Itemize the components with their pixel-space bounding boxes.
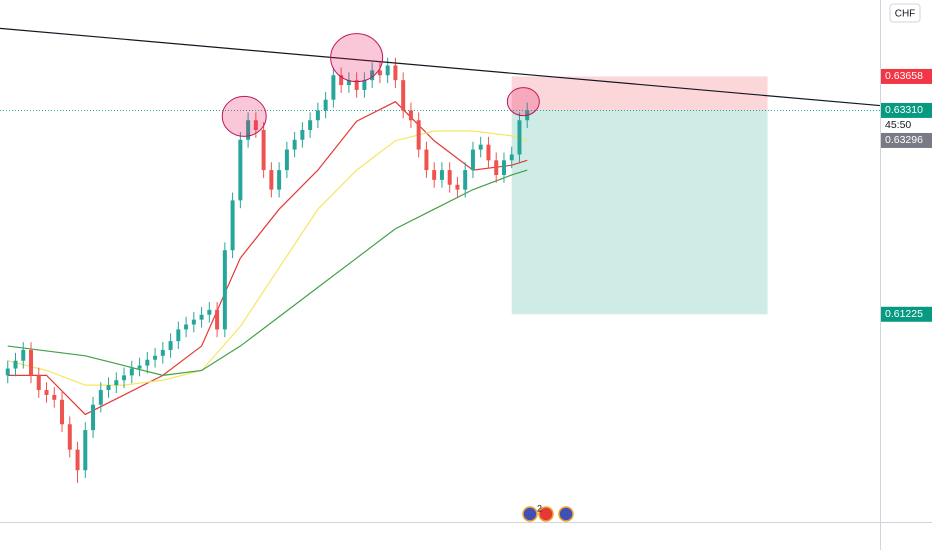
current-price-label-box xyxy=(881,132,932,148)
event-icon[interactable] xyxy=(522,506,538,522)
candle-body xyxy=(52,394,57,400)
candle-body xyxy=(447,170,452,185)
candle-body xyxy=(517,120,522,155)
candle-body xyxy=(67,424,72,450)
candle-body xyxy=(408,110,413,121)
candle-body xyxy=(416,120,421,150)
entry-price-label: 0.63310 xyxy=(885,104,923,116)
moving-average xyxy=(7,100,528,416)
candle-body xyxy=(75,449,80,471)
candle-body xyxy=(509,154,514,161)
event-icon[interactable] xyxy=(558,506,574,522)
candle-body xyxy=(83,430,88,471)
candle-body xyxy=(238,139,243,201)
candle-body xyxy=(494,160,499,175)
highlight-circle xyxy=(221,95,267,137)
candle-body xyxy=(5,368,10,376)
candle-body xyxy=(362,80,367,90)
candle-body xyxy=(29,349,34,376)
candle-body xyxy=(98,390,103,405)
candle-body xyxy=(246,120,251,140)
current-price-label: 0.63296 xyxy=(885,134,923,146)
candle-body xyxy=(292,139,297,150)
event-icon[interactable] xyxy=(538,506,554,522)
candle-body xyxy=(478,144,483,150)
target-zone xyxy=(511,110,768,315)
event-badge: 2 xyxy=(537,503,542,513)
currency: CHF xyxy=(895,9,916,20)
candle-body xyxy=(424,149,429,171)
candle-body xyxy=(122,375,127,381)
candle-body xyxy=(277,170,282,190)
axes: 0.63658 0.63310 45:50 0.63296 0.61225 2 xyxy=(522,68,932,522)
candle-body xyxy=(401,80,406,111)
candle-body xyxy=(145,359,150,366)
candle-body xyxy=(129,368,134,376)
candle-body xyxy=(114,380,119,386)
candle-body xyxy=(308,120,313,131)
candle-body xyxy=(455,184,460,190)
candle-body xyxy=(377,70,382,76)
candle-body xyxy=(393,65,398,81)
candle-body xyxy=(60,399,65,425)
candle-body xyxy=(339,75,344,86)
highlight-circle xyxy=(330,33,384,83)
candle-body xyxy=(354,80,359,90)
entry-price-label-box xyxy=(881,102,932,118)
stop-price-label: 0.63658 xyxy=(885,70,923,82)
stop-zone xyxy=(511,76,768,111)
candle-body xyxy=(470,149,475,171)
candle-body xyxy=(261,130,266,171)
candle-body xyxy=(230,200,235,251)
target-price-label: 0.61225 xyxy=(885,308,923,320)
candle-body xyxy=(323,99,328,111)
highlight-circle xyxy=(506,87,540,117)
plot xyxy=(0,27,881,483)
trendline xyxy=(0,27,881,107)
candle-body xyxy=(91,404,96,431)
candle-body xyxy=(199,314,204,320)
candle-body xyxy=(184,324,189,330)
candle-body xyxy=(370,70,375,81)
candle-body xyxy=(463,170,468,190)
candle-body xyxy=(168,341,173,350)
candle-body xyxy=(315,110,320,121)
stop-price-label-box xyxy=(881,68,932,84)
candle-body xyxy=(253,120,258,131)
candle-body xyxy=(269,170,274,190)
candle-body xyxy=(222,250,227,330)
candle-body xyxy=(191,319,196,325)
moving-average xyxy=(7,130,528,386)
target-price-label-box xyxy=(881,306,932,322)
countdown-label-box xyxy=(881,117,932,133)
candle-body xyxy=(439,170,444,180)
moving-average xyxy=(7,169,528,376)
candle-body xyxy=(486,144,491,161)
candle-body xyxy=(36,375,41,391)
currency-box[interactable] xyxy=(889,3,921,23)
candle-body xyxy=(13,360,18,369)
candle-body xyxy=(207,309,212,315)
candle-body xyxy=(106,385,111,391)
candle-body xyxy=(300,130,305,140)
candle-body xyxy=(385,65,390,76)
candle-body xyxy=(432,170,437,180)
candle-body xyxy=(346,80,351,86)
countdown-label: 45:50 xyxy=(885,119,911,131)
candle-body xyxy=(501,160,506,175)
candle-body xyxy=(215,309,220,330)
candle-body xyxy=(284,149,289,171)
candle-body xyxy=(176,329,181,342)
candle-body xyxy=(21,349,26,361)
candle-body xyxy=(153,355,158,360)
candle-body xyxy=(160,349,165,356)
candle-body xyxy=(44,390,49,395)
candle-body xyxy=(331,75,336,100)
candle-body xyxy=(137,365,142,369)
